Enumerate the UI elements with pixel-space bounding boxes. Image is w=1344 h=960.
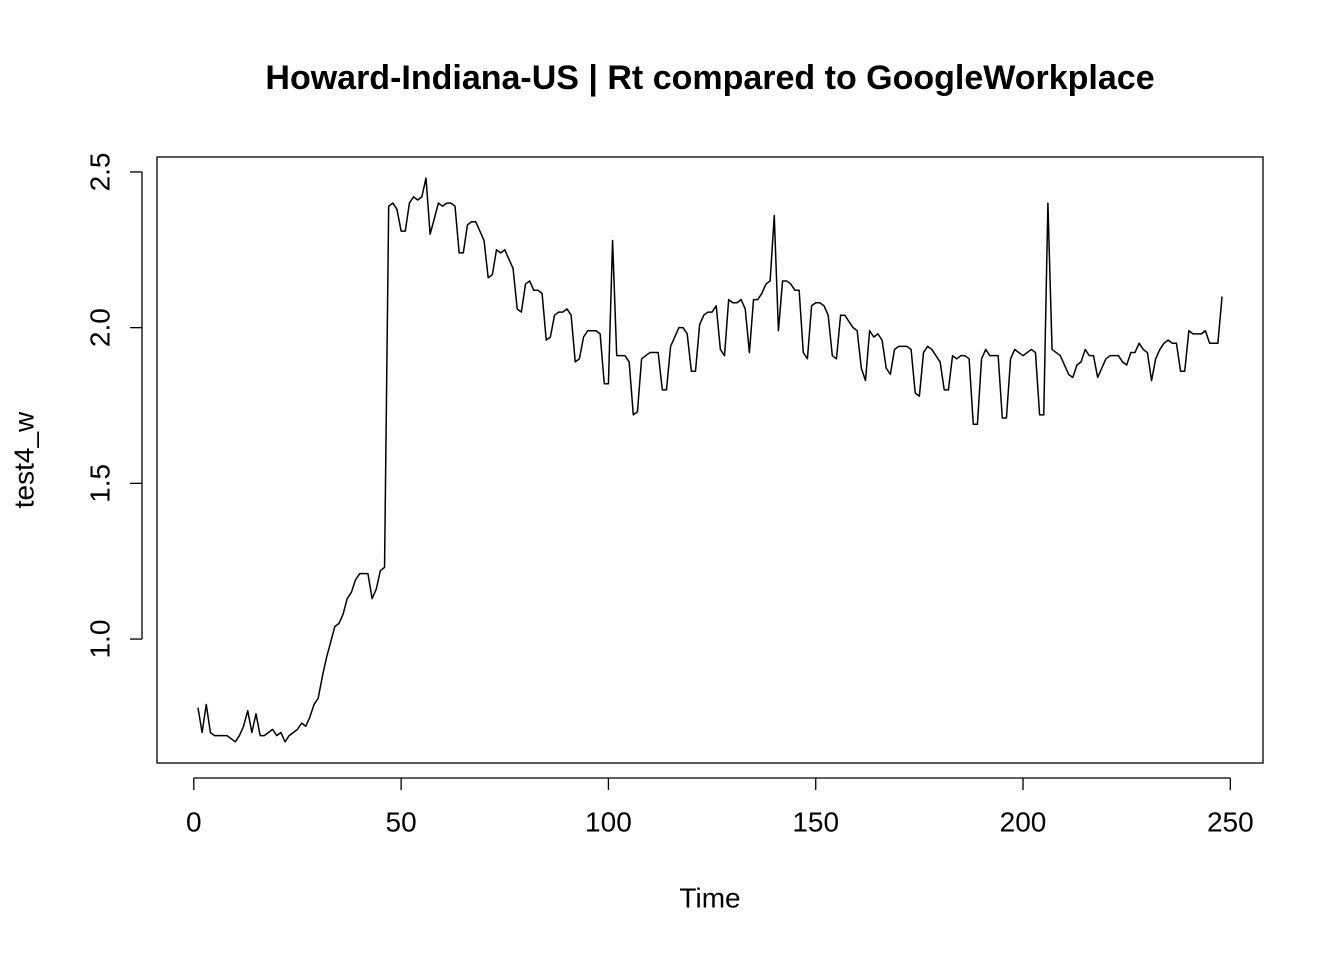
x-tick-label: 250 xyxy=(1207,806,1254,837)
y-tick-label: 1.5 xyxy=(84,464,115,503)
y-axis-label: test4_w xyxy=(8,411,39,508)
data-line xyxy=(197,177,1223,743)
x-axis-label: Time xyxy=(679,882,740,913)
x-tick-label: 50 xyxy=(386,806,417,837)
y-tick-label: 2.5 xyxy=(84,152,115,191)
y-tick-label: 1.0 xyxy=(84,620,115,659)
x-tick-label: 0 xyxy=(186,806,202,837)
x-tick-label: 100 xyxy=(585,806,632,837)
x-tick-label: 200 xyxy=(1000,806,1047,837)
plot-frame xyxy=(156,156,1264,764)
chart-title: Howard-Indiana-US | Rt compared to Googl… xyxy=(265,59,1154,97)
y-tick-label: 2.0 xyxy=(84,308,115,347)
x-tick-label: 150 xyxy=(792,806,839,837)
